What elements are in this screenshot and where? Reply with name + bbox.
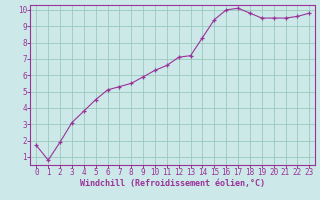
X-axis label: Windchill (Refroidissement éolien,°C): Windchill (Refroidissement éolien,°C) — [80, 179, 265, 188]
